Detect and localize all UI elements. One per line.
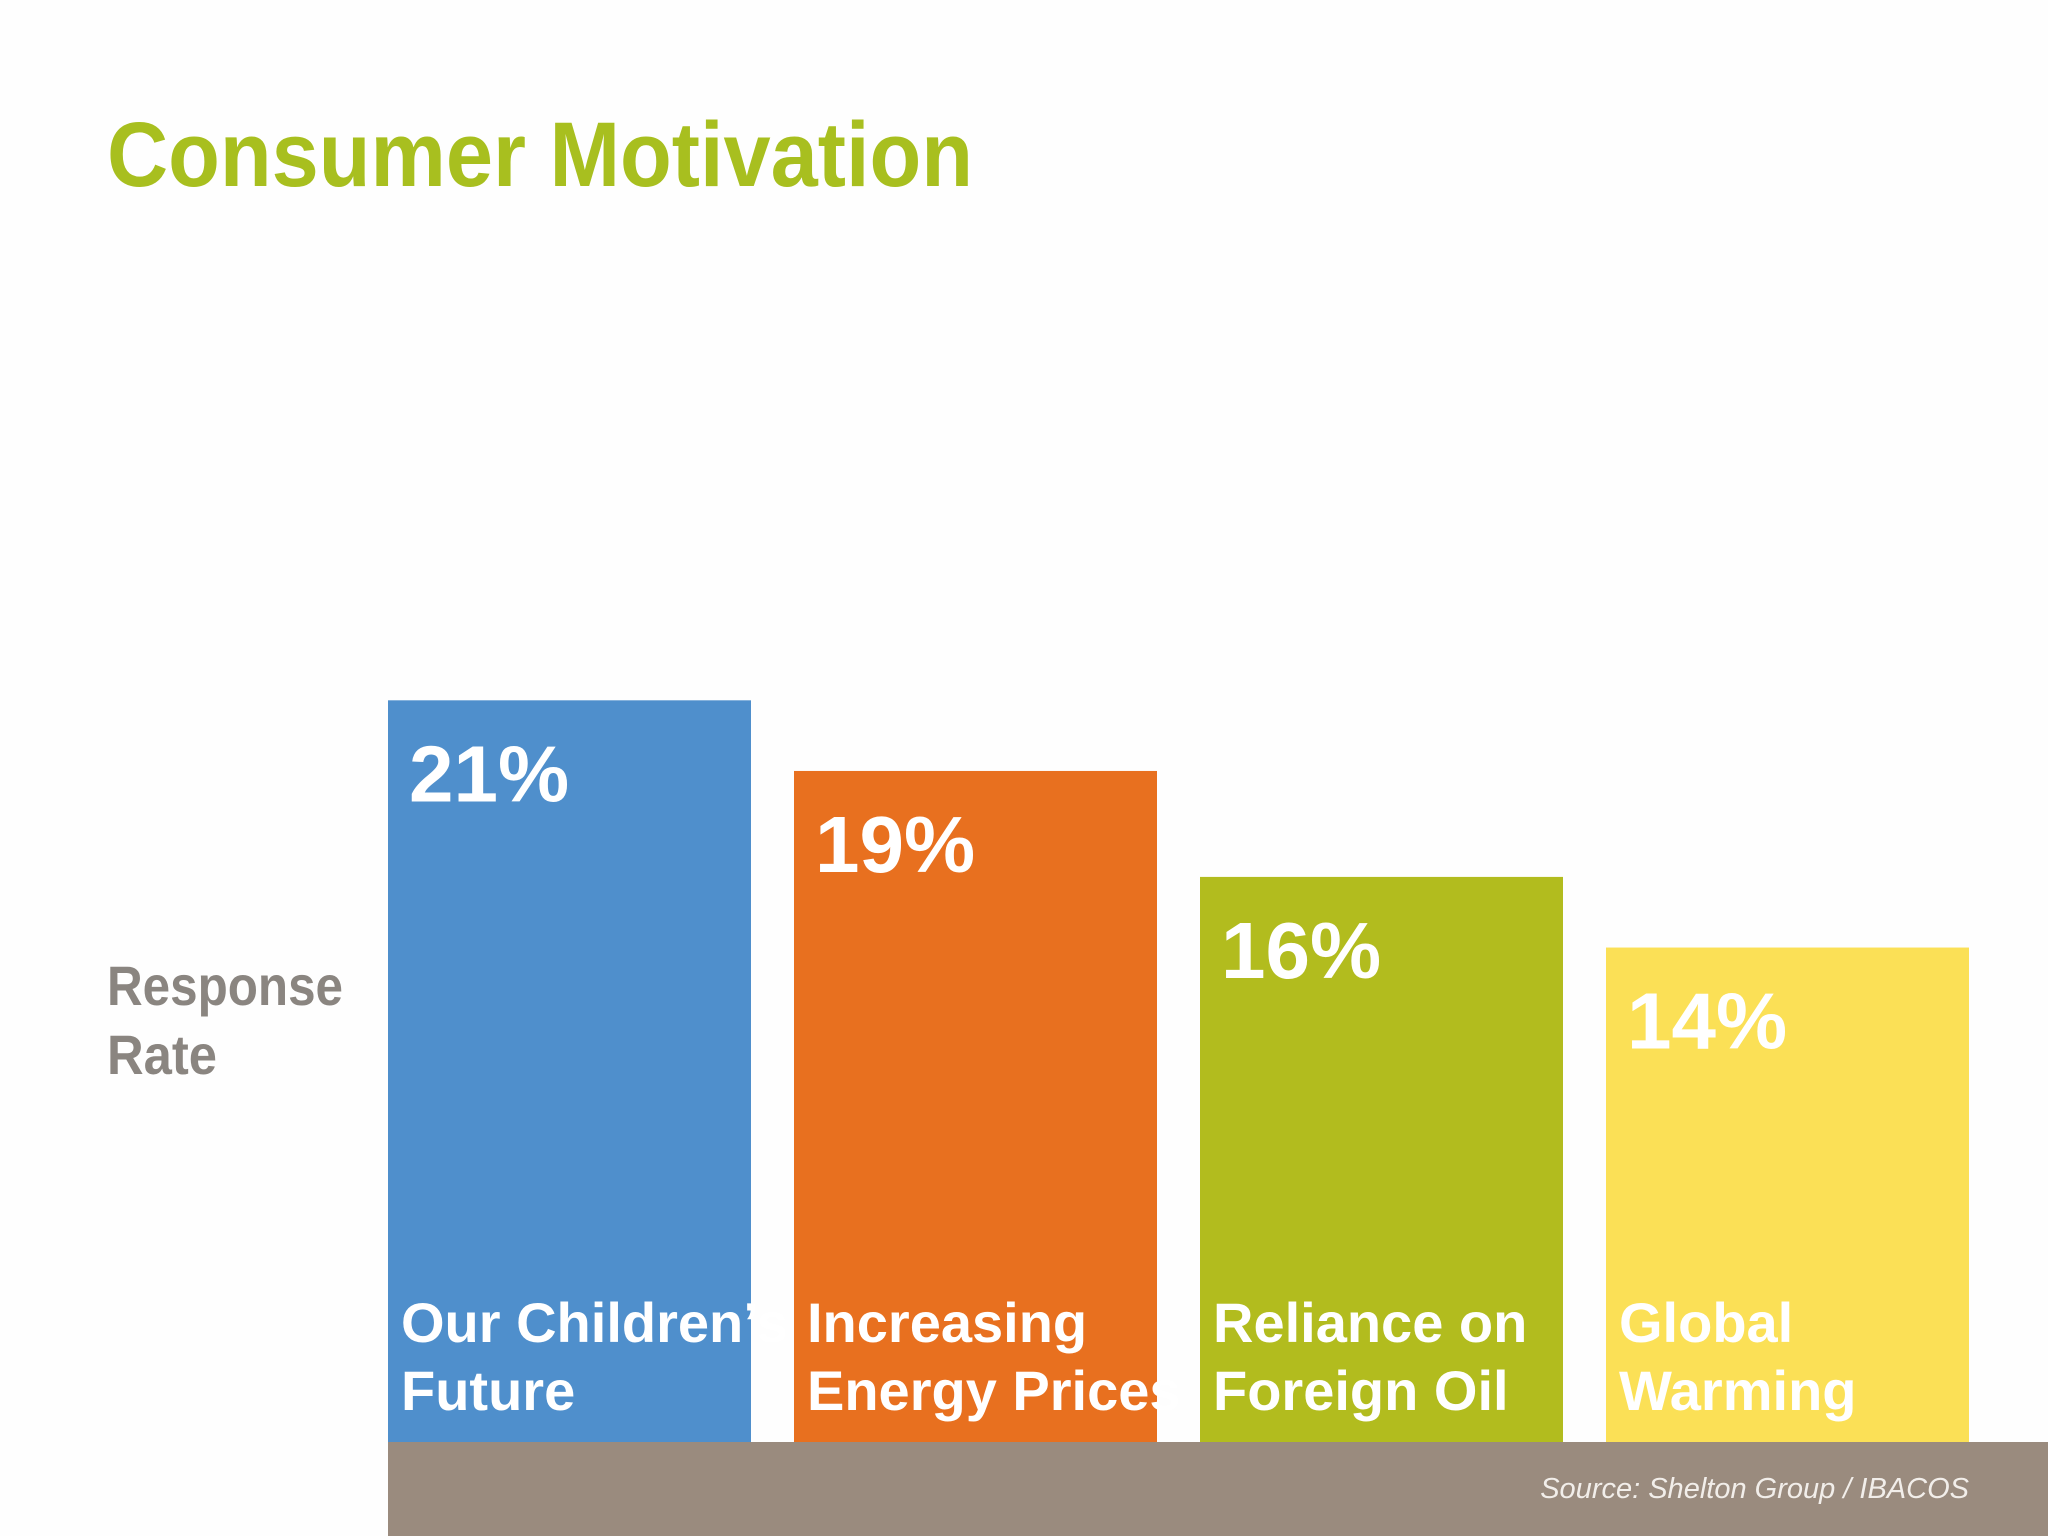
bar xyxy=(388,700,751,1442)
category-label: Our Children’s xyxy=(401,1291,788,1354)
category-label: Warming xyxy=(1619,1359,1856,1422)
bar xyxy=(794,770,1157,1442)
category-label: Foreign Oil xyxy=(1213,1359,1509,1422)
y-axis-label: Response xyxy=(107,954,343,1017)
value-label: 21% xyxy=(409,729,569,818)
bar xyxy=(1606,947,1969,1442)
category-label: Increasing xyxy=(807,1291,1087,1354)
value-label: 14% xyxy=(1627,977,1787,1066)
value-label: 16% xyxy=(1221,906,1381,995)
source-note: Source: Shelton Group / IBACOS xyxy=(1540,1473,1969,1505)
footer-band xyxy=(388,1442,2048,1536)
y-axis-label: Rate xyxy=(107,1023,217,1086)
chart-title: Consumer Motivation xyxy=(107,104,973,206)
category-label: Energy Prices xyxy=(807,1359,1181,1422)
category-label: Global xyxy=(1619,1291,1793,1354)
value-label: 19% xyxy=(815,800,975,889)
category-label: Future xyxy=(401,1359,575,1422)
bar xyxy=(1200,876,1563,1442)
category-label: Reliance on xyxy=(1213,1291,1527,1354)
